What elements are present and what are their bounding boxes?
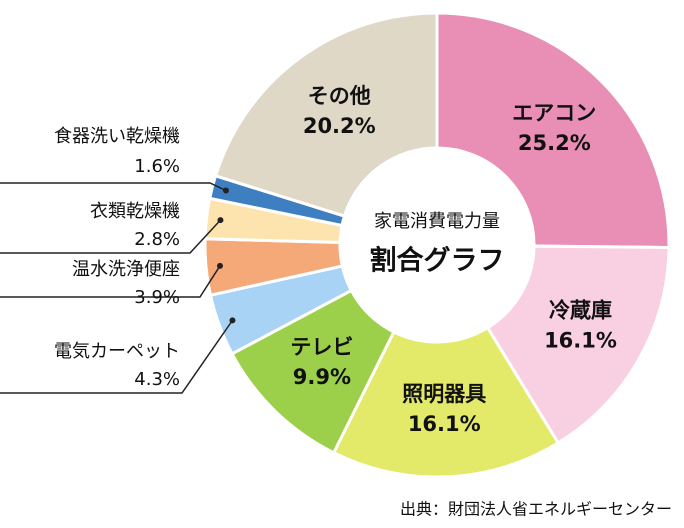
- leader-dot: [222, 187, 229, 194]
- slice: [331, 325, 561, 479]
- slice: [435, 11, 671, 250]
- slice-label: エアコン: [512, 101, 596, 125]
- slice-label: その他: [308, 84, 371, 108]
- slice: [213, 11, 439, 218]
- value-label: 2.8%: [134, 229, 180, 250]
- chart-title: 家電消費電力量: [374, 211, 500, 232]
- value-label: 9.9%: [293, 365, 351, 389]
- leader-line: [0, 319, 234, 394]
- slices: [203, 11, 671, 479]
- leader-line: [0, 265, 221, 298]
- slice-label: 冷蔵庫: [549, 298, 612, 322]
- leader-dot: [216, 262, 223, 269]
- slice-label: 温水洗浄便座: [72, 259, 180, 280]
- slice: [485, 244, 671, 445]
- value-label: 4.3%: [134, 369, 180, 390]
- labels: エアコン 25.2% 冷蔵庫 16.1% 照明器具 16.1% テレビ 9.9% 電気カーペット…: [0, 84, 617, 436]
- leader-dot: [217, 217, 224, 224]
- slice-label: テレビ: [290, 335, 353, 359]
- slice-label: 食器洗い乾燥機: [54, 126, 180, 147]
- value-label: 3.9%: [134, 287, 180, 308]
- leader-line: [0, 219, 221, 254]
- slice-label: 電気カーペット: [54, 341, 180, 362]
- slice-label: 照明器具: [402, 382, 486, 406]
- source: 出典：財団法人省エネルギーセンター: [400, 500, 672, 519]
- leader-line: [0, 182, 227, 192]
- chart-subtitle: 割合グラフ: [370, 245, 505, 277]
- value-label: 1.6%: [134, 156, 180, 177]
- leader-dot: [229, 317, 236, 324]
- value-label: 16.1%: [408, 412, 481, 436]
- value-label: 25.2%: [518, 131, 591, 155]
- slice-label: 衣類乾燥機: [90, 201, 180, 222]
- value-label: 20.2%: [303, 114, 376, 138]
- value-label: 16.1%: [544, 328, 617, 352]
